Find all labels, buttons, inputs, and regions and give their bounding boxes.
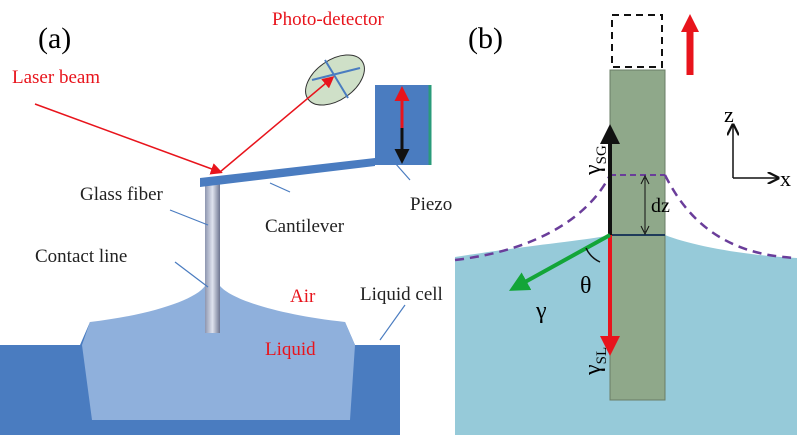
subscript: SL (594, 347, 610, 365)
symbol: γ (580, 164, 606, 176)
fiber-previous (612, 15, 662, 67)
subscript: SG (594, 145, 610, 164)
glass-fiber-label: Glass fiber (80, 184, 164, 205)
dz-label: dz (651, 195, 670, 217)
gamma-sg-label: γSG (580, 145, 610, 176)
axis-z-label: z (724, 102, 734, 127)
photo-detector-label: Photo-detector (272, 9, 385, 30)
panel-label: (b) (468, 22, 503, 55)
contact-line-label: Contact line (35, 246, 127, 267)
symbol: γ (580, 364, 606, 376)
glass-fiber (205, 183, 220, 333)
photo-detector (296, 45, 373, 116)
move-arrow-head (681, 14, 699, 32)
theta-label: θ (580, 273, 592, 299)
panel-a: (a) Photo-detector Laser beam Glass fibe… (0, 9, 452, 435)
cantilever-label: Cantilever (265, 216, 345, 237)
laser-out (220, 78, 332, 172)
piezo-label: Piezo (410, 194, 452, 215)
cantilever (200, 158, 375, 187)
panel-b: (b) γSG γSL dz θ γ z x (455, 14, 797, 435)
panel-label: (a) (38, 22, 71, 55)
laser-beam-label: Laser beam (12, 67, 100, 88)
gamma-label: γ (535, 298, 547, 324)
axis-x-label: x (780, 166, 791, 191)
laser-in (35, 104, 220, 172)
liquid-label: Liquid (265, 339, 316, 360)
figure: (a) Photo-detector Laser beam Glass fibe… (0, 0, 797, 435)
liquid-cell-label: Liquid cell (360, 284, 443, 305)
air-label: Air (290, 286, 316, 307)
